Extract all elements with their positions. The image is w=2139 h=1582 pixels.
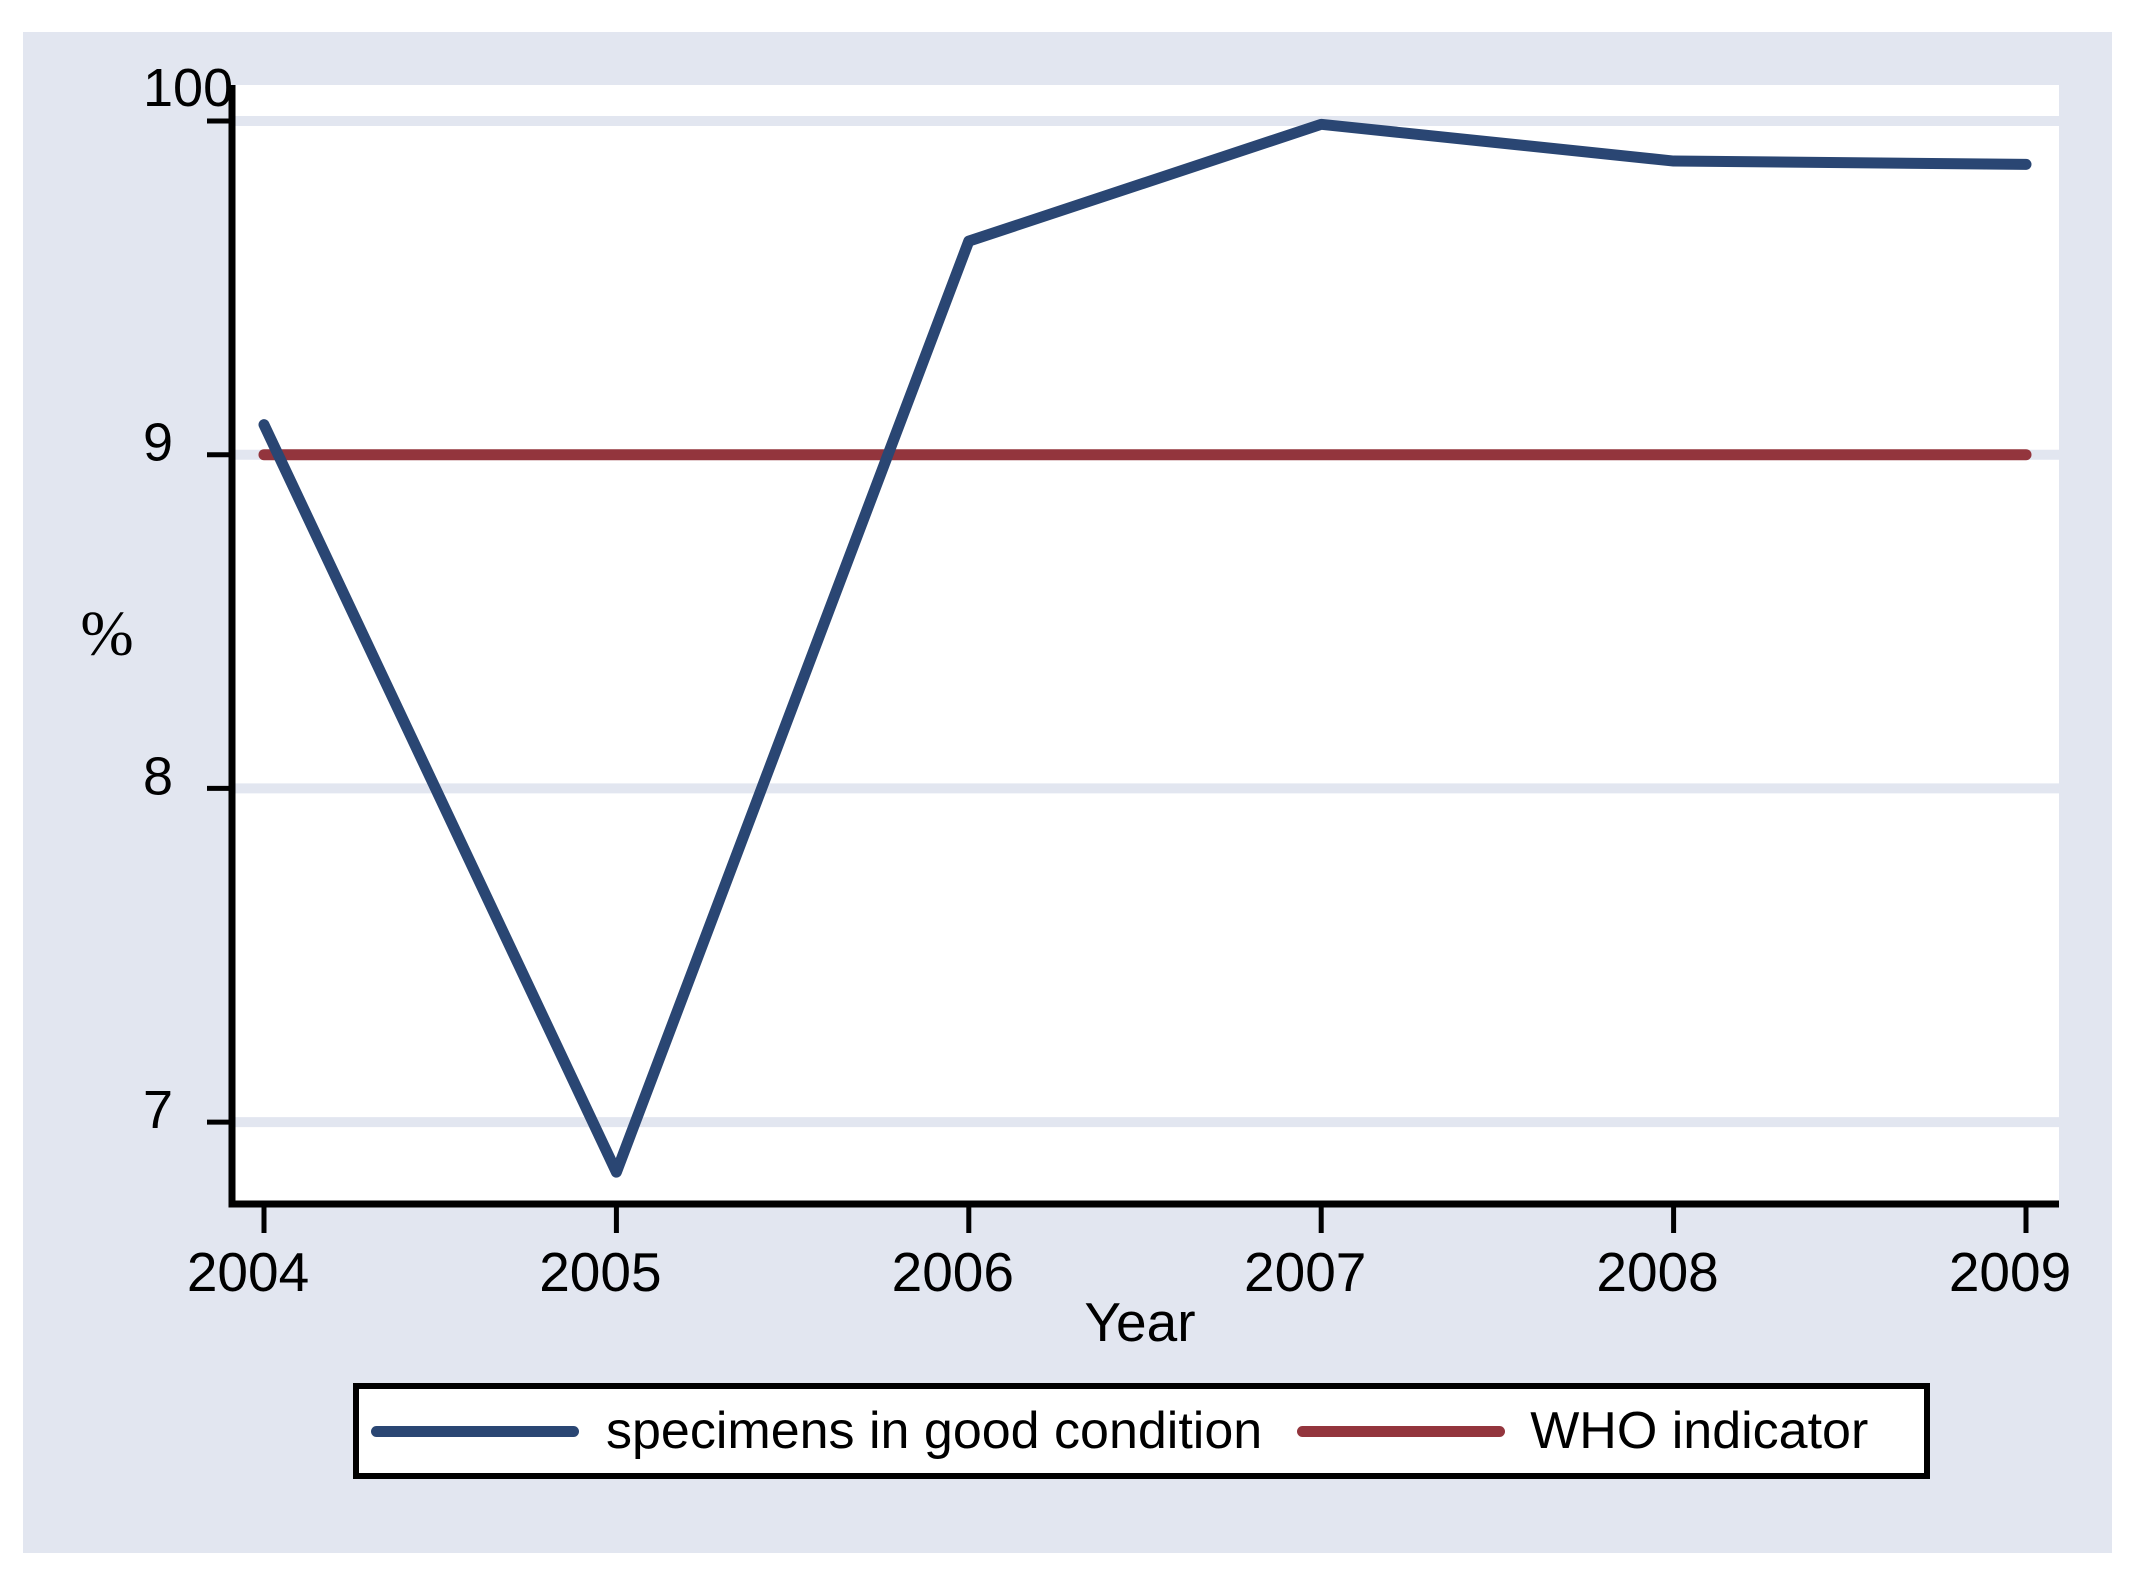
x-axis-title: Year — [1084, 1291, 1195, 1353]
x-tick-label-2005: 2005 — [539, 1241, 661, 1303]
legend: specimens in good condition WHO indicato… — [353, 1383, 1930, 1479]
plot-area — [232, 85, 2059, 1204]
x-tick-label-2006: 2006 — [892, 1241, 1014, 1303]
y-tick-label-100: 100 — [143, 58, 233, 118]
legend-swatch-specimens-line — [371, 1425, 579, 1437]
legend-label-specimens: specimens in good condition — [606, 1402, 1263, 1460]
specimens-line — [258, 118, 2032, 1178]
y-tick-label-70: 7 — [143, 1080, 173, 1140]
legend-swatch-who-line — [1297, 1425, 1506, 1437]
legend-label-who: WHO indicator — [1530, 1402, 1869, 1460]
y-tick-label-80: 8 — [143, 746, 173, 806]
x-tick-label-2007: 2007 — [1244, 1241, 1366, 1303]
y-tick-label-90: 9 — [143, 413, 173, 473]
x-tick-label-2009: 2009 — [1949, 1241, 2071, 1303]
x-tick-label-2004: 2004 — [187, 1241, 309, 1303]
x-tick-label-2008: 2008 — [1596, 1241, 1718, 1303]
y-axis-title: % — [80, 598, 133, 669]
